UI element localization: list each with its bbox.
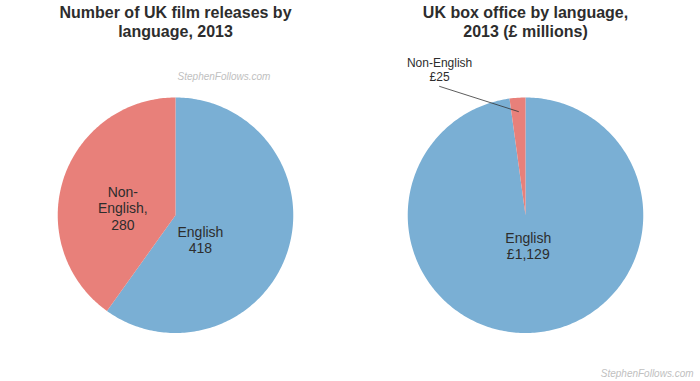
svg-text:English418: English418 xyxy=(177,224,223,256)
svg-text:UK box office by language,2013: UK box office by language,2013 (£ millio… xyxy=(423,4,628,40)
svg-text:Non-English,280: Non-English,280 xyxy=(98,184,148,232)
svg-text:English£1,129: English£1,129 xyxy=(505,230,551,262)
svg-text:StephenFollows.com: StephenFollows.com xyxy=(601,368,694,379)
svg-text:Non-English£25: Non-English£25 xyxy=(407,56,472,84)
svg-text:StephenFollows.com: StephenFollows.com xyxy=(178,71,271,82)
svg-text:Number of UK film releases byl: Number of UK film releases bylanguage, 2… xyxy=(59,4,291,40)
